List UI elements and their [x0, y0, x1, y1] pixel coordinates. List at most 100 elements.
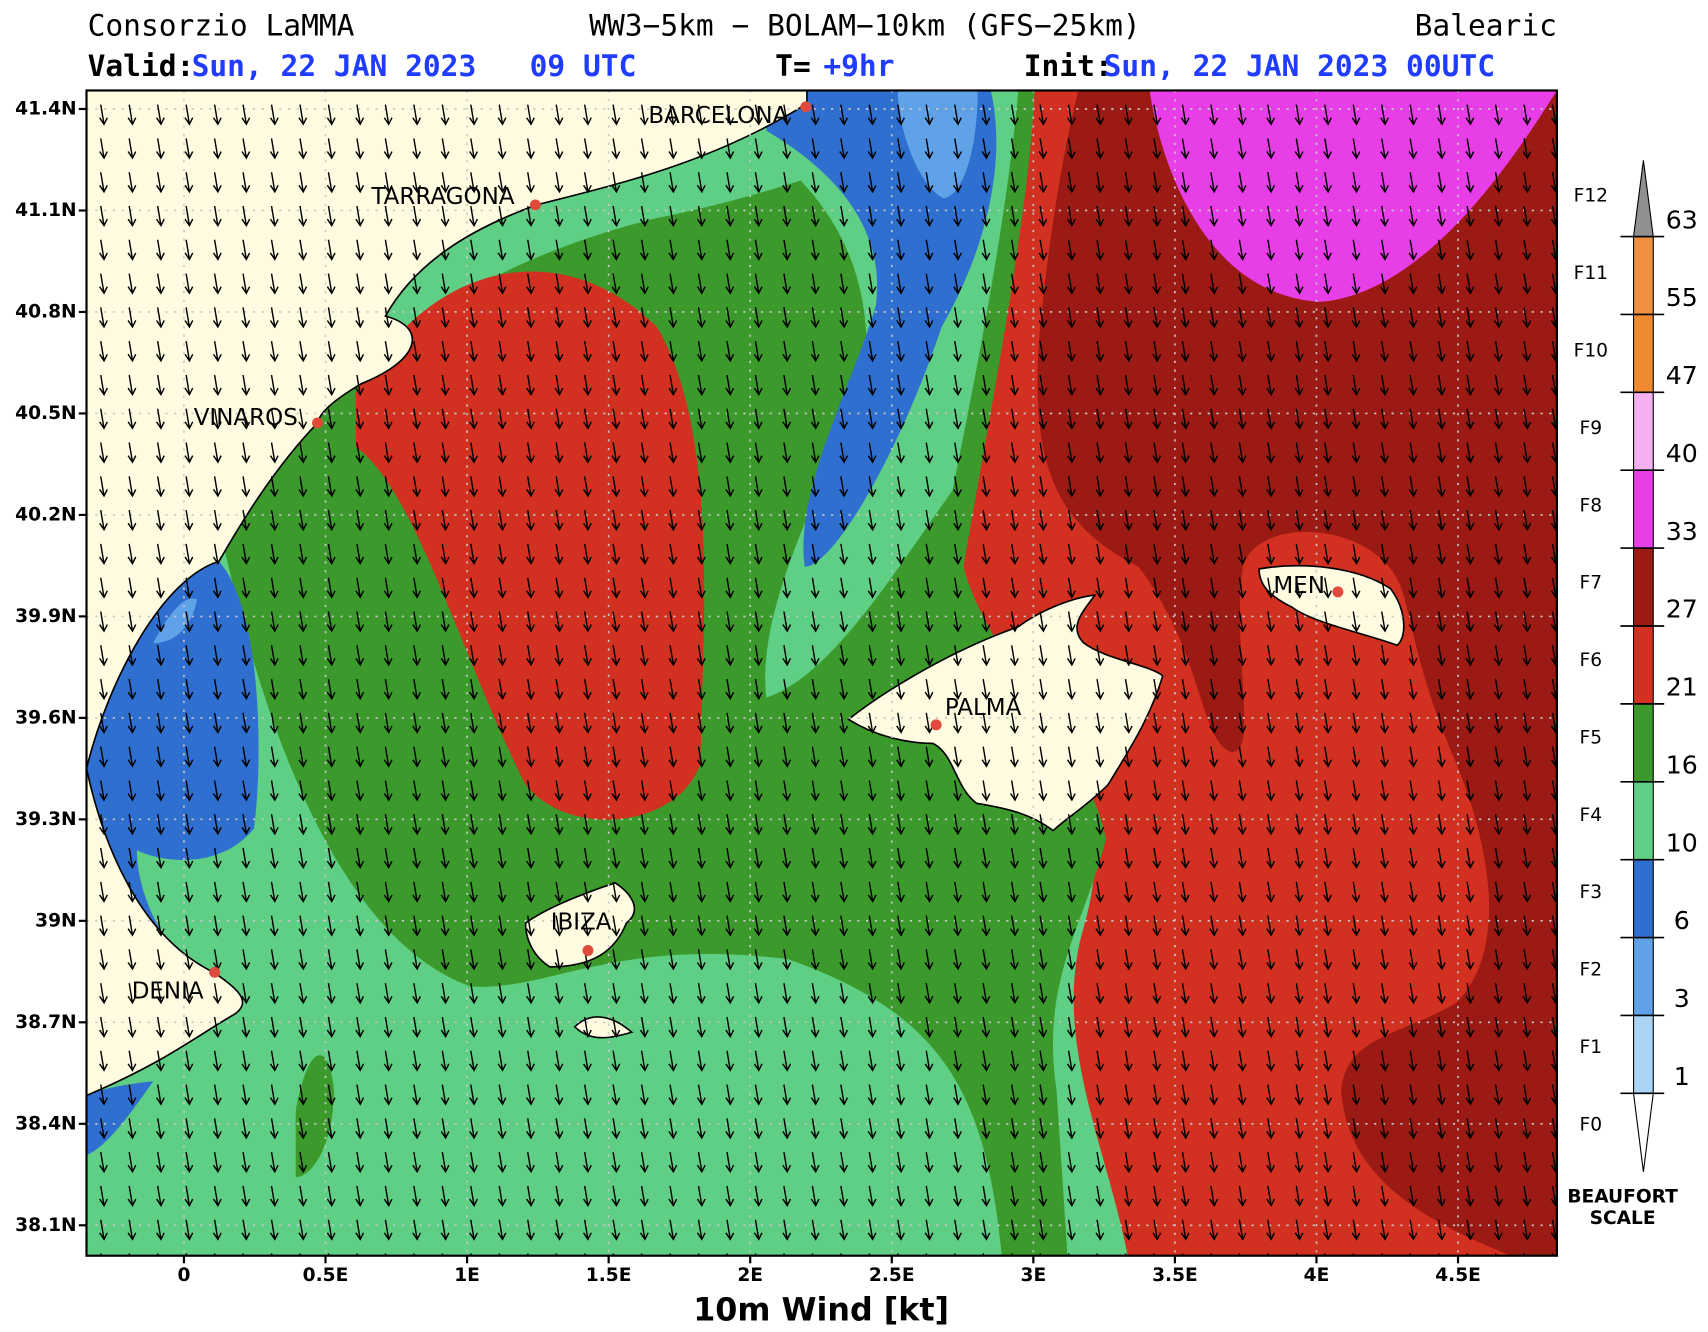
wind-arrow [412, 611, 422, 633]
wind-arrow [212, 510, 222, 532]
wind-arrow [981, 408, 991, 430]
wind-arrow [269, 1118, 279, 1140]
wind-arrow [1180, 949, 1190, 971]
wind-arrow [1323, 881, 1333, 903]
wind-arrow [782, 881, 792, 903]
wind-arrow [639, 746, 649, 768]
wind-arrow [696, 915, 706, 937]
wind-arrow [725, 1152, 735, 1174]
wind-arrow [810, 239, 820, 261]
wind-arrow [1522, 847, 1532, 870]
wind-arrow [212, 678, 222, 701]
wind-arrow [725, 307, 735, 329]
wind-arrow [526, 814, 535, 836]
lat-label: 40.8N [15, 301, 76, 322]
wind-arrow [810, 138, 820, 160]
wind-arrow [554, 1050, 564, 1072]
wind-arrow [383, 476, 393, 498]
wind-arrow [1436, 1118, 1446, 1140]
wind-arrow [1493, 205, 1503, 228]
wind-arrow [1351, 476, 1361, 498]
wind-arrow [810, 611, 820, 633]
wind-arrow [355, 273, 365, 295]
wind-arrow [896, 746, 906, 768]
header: Consorzio LaMMA WW3−5km − BOLAM−10km (GF… [88, 9, 1557, 83]
wind-arrow [1408, 307, 1418, 329]
wind-arrow [298, 1016, 308, 1039]
wind-arrow [526, 915, 535, 937]
wind-arrow [839, 645, 849, 667]
wind-arrow [1038, 341, 1048, 363]
wind-arrow [1294, 712, 1304, 734]
wind-arrow [668, 746, 678, 768]
wind-arrow [810, 847, 820, 870]
wind-arrow [1209, 915, 1219, 937]
wind-arrow [1323, 442, 1333, 464]
wind-arrow [953, 307, 962, 329]
wind-arrow [127, 915, 137, 937]
wind-arrow [639, 138, 649, 160]
wind-arrow [1493, 374, 1503, 396]
wind-arrow [1351, 138, 1361, 160]
wind-arrow [497, 847, 507, 870]
wind-arrow [1493, 239, 1503, 261]
wind-arrow [668, 577, 678, 599]
wind-arrow [526, 374, 535, 396]
wind-arrow [782, 949, 792, 971]
wind-arrow [1408, 577, 1418, 599]
wind-arrow [269, 814, 279, 836]
wind-arrow [668, 1016, 678, 1039]
wind-arrow [1152, 476, 1162, 498]
wind-arrow [611, 205, 621, 228]
wind-arrow [298, 442, 308, 464]
wind-arrow [497, 341, 507, 363]
wind-arrow [582, 983, 592, 1005]
wind-arrow [1522, 104, 1532, 126]
wind-arrow [1038, 239, 1048, 261]
wind-arrow [127, 138, 137, 160]
wind-arrow [1408, 341, 1418, 363]
wind-arrow [753, 172, 763, 194]
wind-arrow [753, 881, 763, 903]
wind-arrow [1380, 138, 1389, 160]
wind-arrow [1408, 780, 1418, 802]
wind-arrow [1209, 239, 1219, 261]
wind-arrow [1294, 341, 1304, 363]
wind-arrow [127, 476, 137, 498]
wind-arrow [696, 712, 706, 734]
wind-arrow [981, 983, 991, 1005]
wind-arrow [753, 205, 763, 228]
wind-arrow [127, 273, 137, 295]
wind-arrow [1095, 1152, 1105, 1174]
wind-arrow [1123, 1118, 1133, 1140]
wind-arrow [269, 442, 279, 464]
wind-arrow [1066, 1050, 1076, 1072]
wind-arrow [155, 476, 165, 498]
wind-arrow [867, 1152, 877, 1174]
wind-arrow [611, 408, 621, 430]
wind-arrow [896, 442, 906, 464]
wind-arrow [155, 543, 165, 565]
wind-arrow [469, 1084, 479, 1106]
wind-arrow [1380, 577, 1389, 599]
wind-arrow [298, 1084, 308, 1106]
wind-arrow [1266, 1152, 1276, 1174]
lon-label: 1E [454, 1265, 480, 1286]
wind-arrow [1123, 341, 1133, 363]
wind-arrow [867, 273, 877, 295]
wind-arrow [953, 949, 962, 971]
wind-arrow [184, 172, 194, 194]
wind-arrow [810, 780, 820, 802]
wind-arrow [1380, 847, 1389, 870]
wind-arrow [1408, 611, 1418, 633]
wind-arrow [298, 239, 308, 261]
wind-arrow [497, 1016, 507, 1039]
wind-arrow [1380, 442, 1389, 464]
model: WW3−5km − BOLAM−10km (GFS−25km) [589, 9, 1141, 43]
wind-arrow [412, 307, 422, 329]
wind-arrow [469, 408, 479, 430]
wind-arrow [497, 746, 507, 768]
wind-arrow [412, 341, 422, 363]
wind-arrow [412, 577, 422, 599]
wind-arrow [212, 1016, 222, 1039]
